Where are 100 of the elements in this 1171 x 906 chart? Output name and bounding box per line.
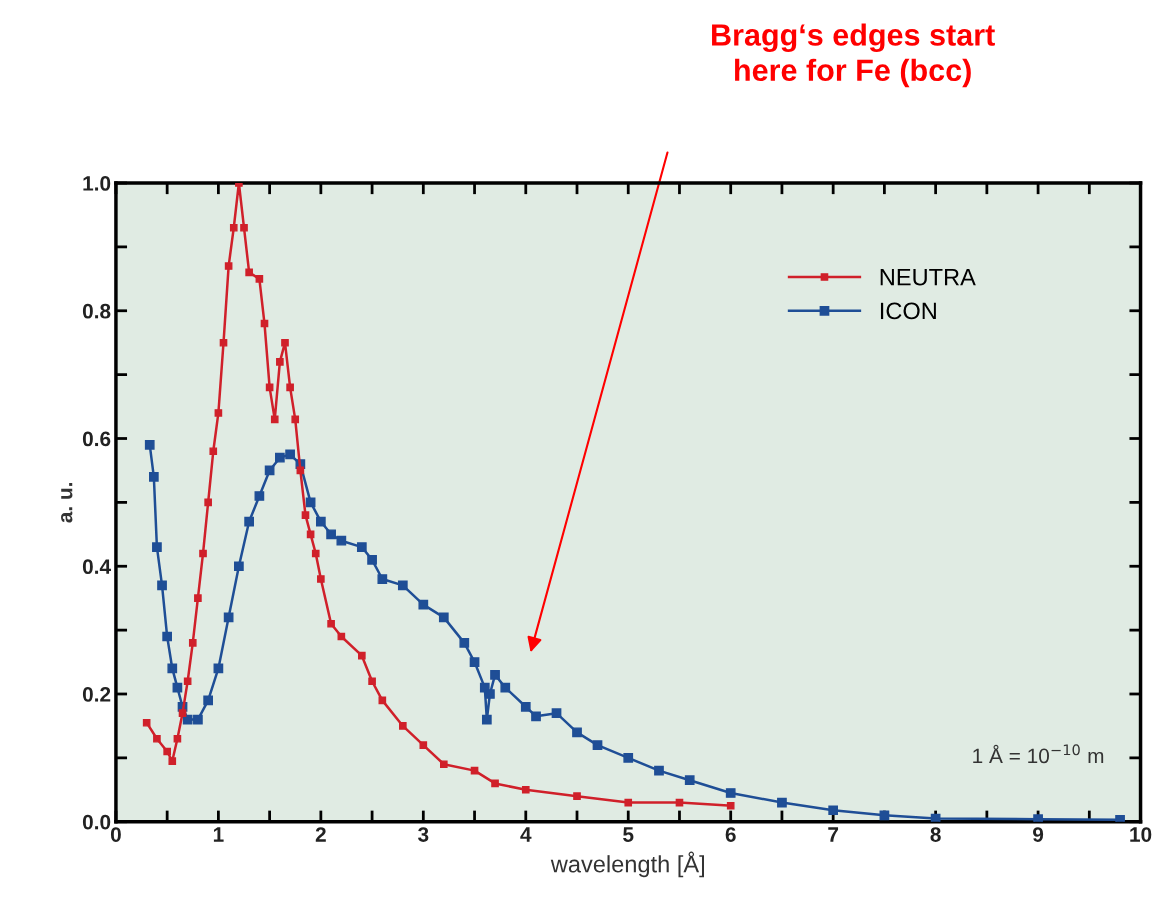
point: [229, 223, 238, 232]
point: [500, 682, 511, 693]
point: [224, 262, 233, 270]
point: [173, 734, 182, 743]
point: [377, 574, 388, 584]
point: [439, 760, 448, 769]
point: [358, 651, 366, 660]
point: [234, 561, 244, 572]
point: [485, 689, 495, 699]
point: [725, 788, 736, 798]
point: [144, 440, 155, 450]
x-tick-label: 9: [1033, 827, 1044, 842]
point: [418, 599, 429, 610]
point: [1033, 814, 1043, 822]
legend-label: NEUTRA: [880, 269, 976, 286]
point: [240, 223, 248, 232]
point: [148, 471, 159, 482]
point: [459, 638, 470, 648]
point: [531, 711, 541, 722]
point: [356, 542, 367, 552]
point: [399, 722, 407, 730]
point: [157, 580, 167, 591]
point: [315, 516, 326, 527]
x-tick-label: 4: [520, 827, 532, 842]
point: [178, 709, 187, 717]
point: [572, 727, 582, 738]
x-tick-label: 5: [623, 827, 634, 842]
annotation: 1 Å = 10$^{−10}$ m: [973, 744, 1104, 764]
point: [245, 268, 253, 277]
point: [368, 677, 376, 686]
point: [438, 612, 449, 623]
point: [209, 447, 218, 456]
point: [194, 594, 202, 603]
point: [223, 612, 234, 623]
point: [163, 747, 171, 756]
point: [182, 714, 193, 725]
point: [276, 358, 284, 366]
y-axis-title: a. u.: [61, 482, 73, 523]
point: [204, 498, 212, 507]
legend-label: ICON: [880, 302, 936, 320]
x-tick-label: 7: [828, 827, 839, 842]
y-tick-label: 0.0: [82, 814, 111, 830]
point: [469, 657, 480, 667]
point: [311, 549, 320, 558]
point: [275, 452, 285, 463]
x-tick-label: 2: [315, 827, 326, 842]
point: [168, 757, 177, 765]
point: [255, 275, 264, 283]
y-tick-label: 0.2: [82, 687, 111, 702]
point: [199, 549, 207, 558]
point: [520, 701, 531, 712]
point: [879, 810, 890, 821]
text: Bragg‘s edges start here for Fe (bcc): [712, 23, 995, 88]
point: [726, 801, 735, 810]
point: [291, 415, 300, 424]
point: [188, 639, 197, 647]
point: [153, 734, 161, 743]
x-tick-label: 8: [930, 827, 941, 842]
point: [592, 740, 603, 750]
point: [152, 542, 162, 552]
point: [193, 714, 203, 725]
point: [167, 663, 178, 674]
point: [551, 708, 562, 719]
point: [521, 785, 530, 794]
y-tick-label: 0.4: [82, 559, 111, 574]
point: [1115, 814, 1125, 822]
x-tick-label: 1: [213, 827, 224, 842]
y-tick-label: 1.0: [83, 176, 111, 191]
x-tick-label: 10: [1130, 827, 1152, 842]
point: [281, 338, 289, 347]
point: [828, 805, 839, 816]
point: [777, 797, 787, 808]
y-tick-label: 0.8: [82, 303, 111, 319]
x-tick-label: 0: [110, 827, 121, 842]
point: [491, 779, 499, 788]
point: [326, 529, 336, 540]
point: [219, 338, 228, 347]
point: [624, 798, 633, 807]
point: [285, 449, 295, 460]
point: [301, 511, 310, 519]
point: [481, 714, 492, 725]
point: [244, 516, 254, 527]
point: [654, 765, 664, 776]
point: [573, 792, 581, 801]
point: [306, 530, 315, 539]
point: [162, 631, 173, 642]
x-tick-label: 3: [418, 827, 429, 842]
point: [142, 718, 151, 727]
point: [490, 669, 500, 680]
point: [684, 775, 695, 786]
point: [317, 575, 325, 583]
x-tick-label: 6: [725, 827, 736, 842]
point: [183, 677, 192, 686]
point: [623, 753, 634, 763]
point: [254, 491, 265, 501]
point: [203, 695, 214, 706]
point: [270, 415, 279, 424]
x-axis-title: wavelength [Å]: [550, 851, 704, 878]
point: [397, 580, 408, 591]
point: [286, 383, 294, 392]
